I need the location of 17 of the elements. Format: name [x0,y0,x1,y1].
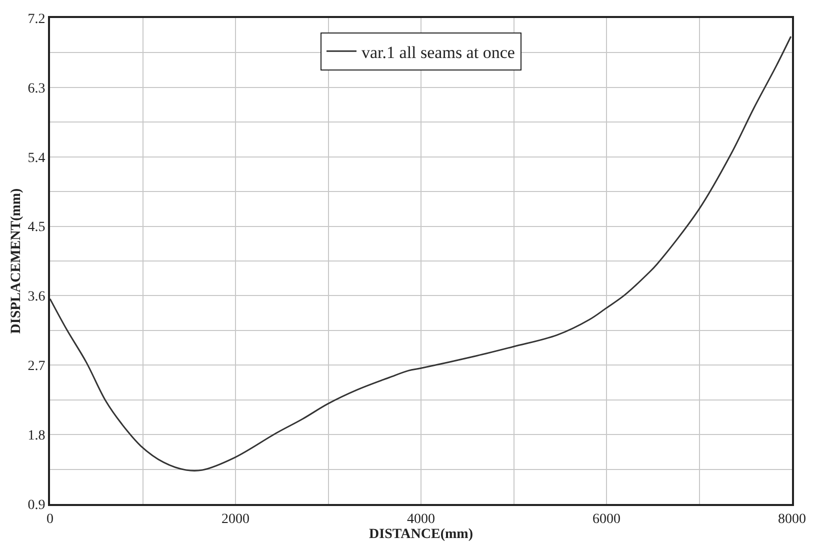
y-axis-title: DISPLACEMENT(mm) [8,188,24,334]
y-tick-label: 3.6 [28,290,46,305]
x-tick-label: 8000 [778,512,806,527]
legend-label: var.1 all seams at once [362,42,515,62]
x-axis-title: DISTANCE(mm) [369,526,474,542]
y-tick-label: 0.9 [28,498,46,513]
y-tick-label: 7.2 [28,12,46,27]
y-tick-label: 2.7 [28,359,46,374]
y-tick-label: 4.5 [28,220,46,236]
x-tick-label: 0 [46,512,54,527]
x-tick-label: 2000 [222,512,250,527]
y-tick-label: 1.8 [28,428,46,444]
y-tick-label: 6.3 [28,81,46,96]
x-tick-label: 6000 [592,512,620,527]
line-series [50,36,792,472]
x-tick-label: 4000 [407,512,435,527]
y-tick-label: 5.4 [28,150,46,166]
